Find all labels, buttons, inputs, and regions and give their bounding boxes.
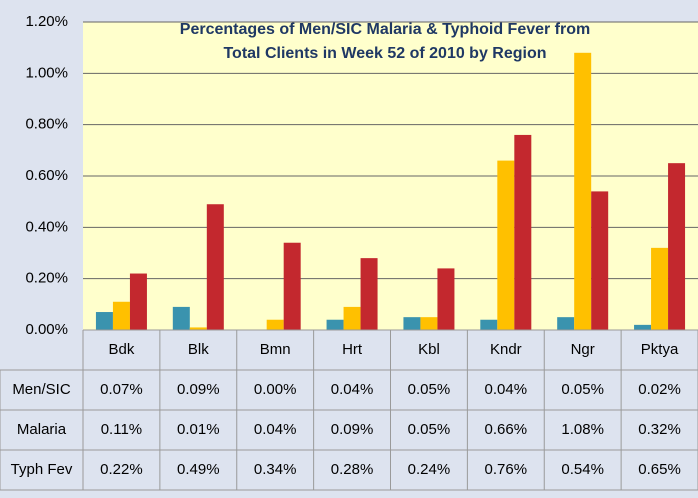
y-tick-label: 0.40% (25, 218, 68, 235)
data-label: 1.08% (561, 421, 604, 438)
bar (480, 319, 498, 330)
data-label: 0.02% (638, 381, 681, 398)
bar (129, 273, 147, 330)
data-label: 0.32% (638, 421, 681, 438)
legend-label: Typh Fev (11, 461, 73, 478)
data-label: 0.04% (485, 381, 528, 398)
bar (668, 163, 686, 330)
legend-label: Men/SIC (12, 381, 71, 398)
bar (189, 327, 207, 330)
y-tick-label: 0.60% (25, 167, 68, 184)
bar (497, 160, 515, 330)
data-label: 0.49% (177, 461, 220, 478)
x-tick-label: Hrt (342, 341, 363, 358)
bar (420, 317, 438, 330)
bar (266, 319, 284, 330)
data-label: 0.04% (254, 421, 297, 438)
data-label: 0.05% (408, 421, 451, 438)
bar (651, 247, 669, 330)
x-tick-label: Bmn (260, 341, 291, 358)
x-tick-label: Bdk (109, 341, 135, 358)
x-tick-label: Ngr (571, 341, 595, 358)
x-tick-label: Blk (188, 341, 209, 358)
data-label: 0.01% (177, 421, 220, 438)
bar (360, 258, 378, 330)
data-label: 0.05% (408, 381, 451, 398)
y-tick-label: 0.80% (25, 116, 68, 133)
data-label: 0.76% (485, 461, 528, 478)
bar (591, 191, 609, 330)
bar (437, 268, 455, 330)
bar (283, 242, 301, 330)
data-label: 0.05% (561, 381, 604, 398)
bar (557, 317, 575, 330)
data-label: 0.66% (485, 421, 528, 438)
y-tick-label: 1.00% (25, 64, 68, 81)
bar (403, 317, 421, 330)
bar (343, 306, 361, 330)
data-label: 0.04% (331, 381, 374, 398)
data-label: 0.07% (100, 381, 143, 398)
chart-title: Percentages of Men/SIC Malaria & Typhoid… (180, 21, 590, 38)
x-tick-label: Kbl (418, 341, 440, 358)
data-label: 0.34% (254, 461, 297, 478)
bar (172, 306, 190, 330)
y-tick-label: 0.00% (25, 321, 68, 338)
bar (326, 319, 344, 330)
data-label: 0.09% (177, 381, 220, 398)
data-label: 0.28% (331, 461, 374, 478)
data-label: 0.09% (331, 421, 374, 438)
legend-label: Malaria (17, 421, 67, 438)
data-label: 0.00% (254, 381, 297, 398)
data-label: 0.22% (100, 461, 143, 478)
bar (206, 204, 224, 330)
x-tick-label: Pktya (641, 341, 679, 358)
data-label: 0.11% (101, 421, 142, 438)
bar (95, 312, 113, 330)
chart-title: Total Clients in Week 52 of 2010 by Regi… (223, 45, 546, 62)
bar (112, 301, 130, 330)
y-tick-label: 1.20% (25, 13, 68, 30)
data-label: 0.54% (561, 461, 604, 478)
data-label: 0.65% (638, 461, 681, 478)
bar (574, 52, 592, 331)
x-tick-label: Kndr (490, 341, 522, 358)
y-tick-label: 0.20% (25, 270, 68, 287)
bar (514, 134, 532, 330)
data-label: 0.24% (408, 461, 451, 478)
bar (634, 324, 652, 330)
